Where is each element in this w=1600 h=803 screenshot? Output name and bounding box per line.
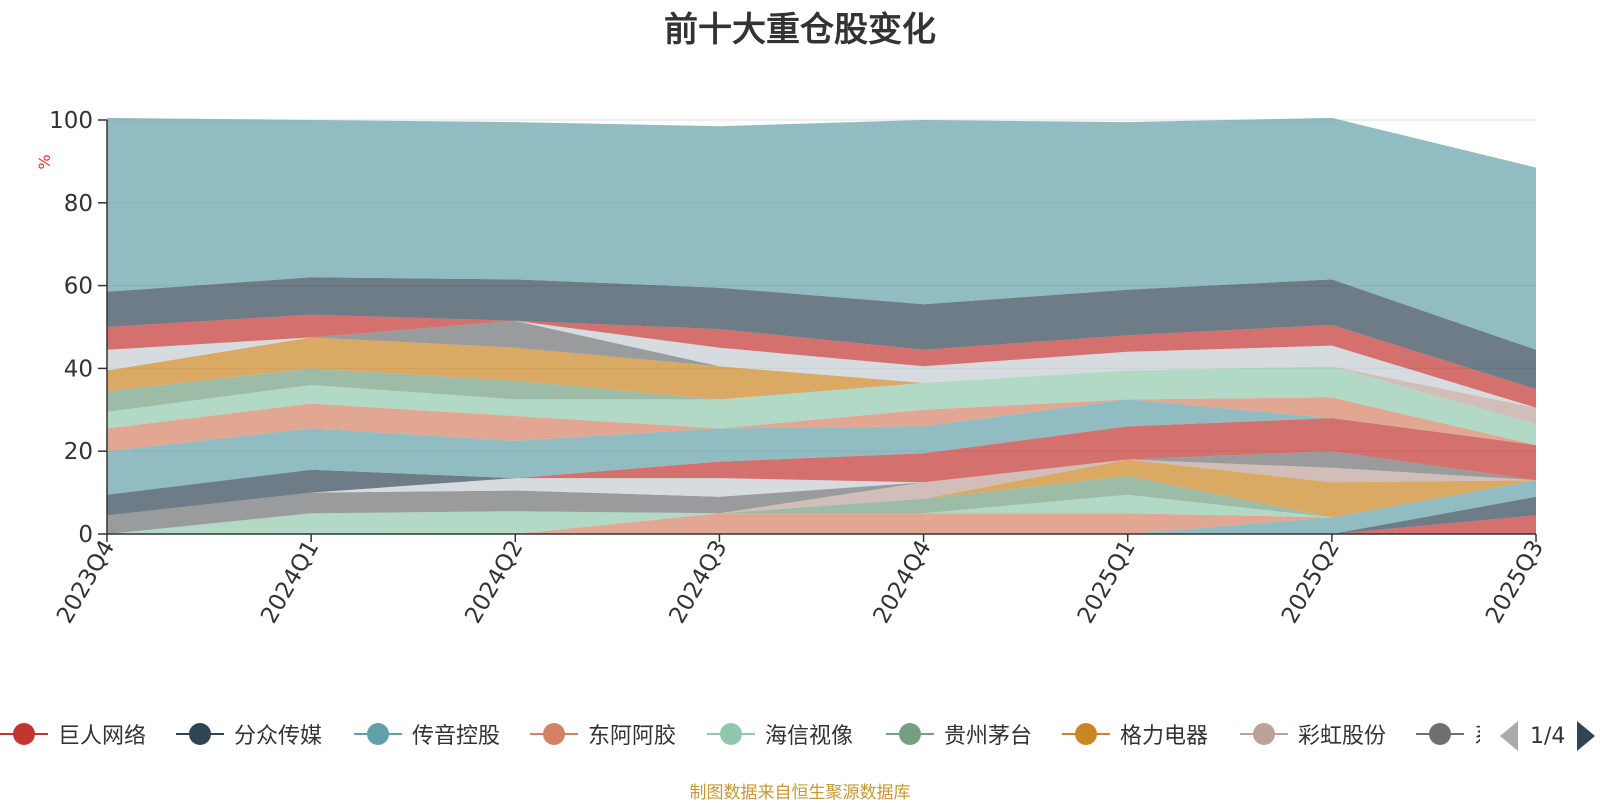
legend-item[interactable]: 东阿阿胶 xyxy=(530,712,676,756)
area-series-16 xyxy=(107,366,1536,425)
y-tick-label: 100 xyxy=(49,108,93,134)
legend-item[interactable]: 分众传媒 xyxy=(176,712,322,756)
legend-item[interactable]: 传音控股 xyxy=(354,712,500,756)
legend-pager: 1/4 xyxy=(1500,718,1596,754)
x-tick-label: 2025Q1 xyxy=(1073,536,1141,628)
legend-label: 贵州茅台 xyxy=(944,724,1033,749)
area-series xyxy=(107,117,1536,534)
legend-label: 系 xyxy=(1474,718,1480,750)
x-tick-label: 2024Q3 xyxy=(664,536,732,628)
legend-marker-icon xyxy=(1062,722,1110,746)
area-series-15 xyxy=(107,366,1536,445)
area-series-11 xyxy=(107,418,1536,516)
legend-label: 海信视像 xyxy=(765,724,854,749)
area-series-17 xyxy=(107,337,1536,425)
legend-marker-icon xyxy=(1240,722,1288,746)
data-source-note: 制图数据来自恒生聚源数据库 xyxy=(689,783,911,803)
legend-label: 传音控股 xyxy=(412,724,501,749)
area-series-6 xyxy=(107,476,1536,534)
legend-marker-icon xyxy=(354,722,402,746)
x-tick-label: 2025Q2 xyxy=(1277,536,1345,628)
legend-marker-icon xyxy=(530,722,578,746)
legend-marker-icon xyxy=(886,722,934,746)
y-axis-title: % xyxy=(35,154,54,169)
area-series-22 xyxy=(107,277,1536,390)
legend-marker-icon xyxy=(1416,722,1464,746)
area-series-4 xyxy=(107,480,1536,534)
area-series-9 xyxy=(107,451,1536,534)
area-series-21 xyxy=(107,314,1536,408)
area-series-13 xyxy=(107,399,1536,495)
area-series-19 xyxy=(107,320,1536,408)
legend-item[interactable]: 贵州茅台 xyxy=(886,712,1032,756)
y-tick-label: 60 xyxy=(64,274,93,300)
stacked-area-chart: 0 20 40 60 80 100% 2023Q4 2024Q1 2024Q2 2024Q3 202… xyxy=(35,108,1549,628)
x-tick-label: 2024Q2 xyxy=(460,536,528,628)
y-tick-label: 80 xyxy=(64,191,93,217)
legend-marker-icon xyxy=(0,722,48,746)
area-series-5 xyxy=(107,480,1536,534)
legend-item[interactable]: 海信视像 xyxy=(707,712,853,756)
x-tick-label: 2023Q4 xyxy=(52,536,120,628)
area-series-20 xyxy=(107,320,1536,408)
y-tick-label: 20 xyxy=(64,439,93,465)
area-series-10 xyxy=(107,451,1536,516)
legend-marker-icon xyxy=(176,722,224,746)
legend-page-indicator: 1/4 xyxy=(1530,723,1566,749)
legend-item[interactable]: 系 xyxy=(1416,712,1480,756)
legend-item[interactable]: 巨人网络 xyxy=(0,712,146,756)
legend-label: 分众传媒 xyxy=(234,724,323,749)
legend-marker-icon xyxy=(707,722,755,746)
chart-title: 前十大重仓股变化 xyxy=(664,10,936,50)
x-tick-label: 2024Q1 xyxy=(256,536,324,628)
legend-next-arrow-icon[interactable] xyxy=(1577,721,1596,751)
legend-label: 格力电器 xyxy=(1120,724,1209,749)
legend-item[interactable]: 彩虹股份 xyxy=(1240,712,1386,756)
area-series-14 xyxy=(107,397,1536,452)
legend-label: 彩虹股份 xyxy=(1298,724,1387,749)
x-tick-label: 2024Q4 xyxy=(869,536,937,628)
x-tick-label: 2025Q3 xyxy=(1481,536,1549,628)
legend-prev-arrow-icon[interactable] xyxy=(1500,721,1518,751)
area-series-1 xyxy=(107,515,1536,534)
legend: 巨人网络 分众传媒 传音控股 东阿阿胶 海信视像 贵州茅台 格力电器 彩虹股份 系 xyxy=(0,712,1480,756)
y-tick-label: 0 xyxy=(78,522,93,548)
area-series-23 xyxy=(107,117,1536,350)
area-series-7 xyxy=(107,459,1536,534)
legend-item[interactable]: 格力电器 xyxy=(1062,712,1208,756)
y-tick-label: 40 xyxy=(64,356,93,382)
legend-label: 巨人网络 xyxy=(58,724,147,749)
legend-label: 东阿阿胶 xyxy=(588,724,677,749)
